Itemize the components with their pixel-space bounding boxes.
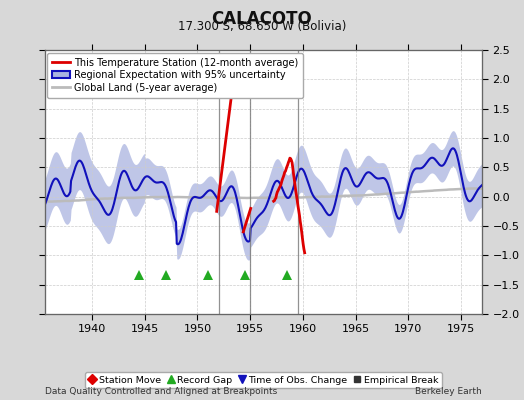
Text: 17.300 S, 68.650 W (Bolivia): 17.300 S, 68.650 W (Bolivia) [178, 20, 346, 33]
Text: Berkeley Earth: Berkeley Earth [416, 387, 482, 396]
Legend: Station Move, Record Gap, Time of Obs. Change, Empirical Break: Station Move, Record Gap, Time of Obs. C… [85, 372, 442, 388]
Text: CALACOTO: CALACOTO [212, 10, 312, 28]
Text: Data Quality Controlled and Aligned at Breakpoints: Data Quality Controlled and Aligned at B… [45, 387, 277, 396]
